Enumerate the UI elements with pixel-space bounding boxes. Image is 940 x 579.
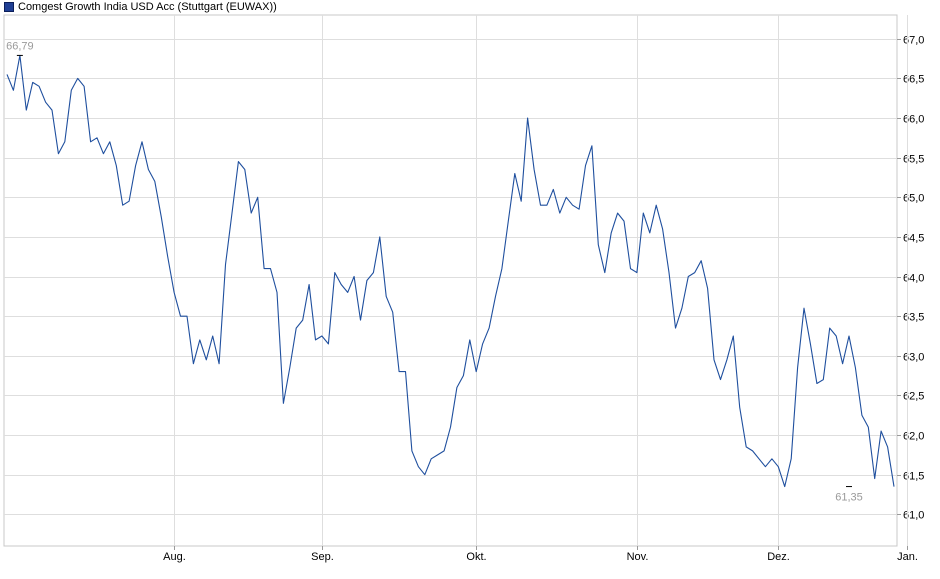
- y-tick-label: 61,5: [903, 471, 924, 483]
- y-tick-label: 67,0: [903, 35, 924, 47]
- annotation-label: 61,35: [835, 492, 863, 504]
- y-tick-label: 61,0: [903, 510, 924, 522]
- x-tick-label: Jan.: [897, 551, 918, 563]
- annotation-label: 66,79: [6, 40, 34, 52]
- y-tick-label: 62,0: [903, 431, 924, 443]
- x-tick-label: Sep.: [311, 551, 334, 563]
- chart-title: Comgest Growth India USD Acc (Stuttgart …: [18, 1, 277, 13]
- y-tick-label: 65,0: [903, 193, 924, 205]
- y-tick-label: 64,5: [903, 233, 924, 245]
- chart-legend: Comgest Growth India USD Acc (Stuttgart …: [4, 0, 277, 14]
- x-tick-label: Aug.: [163, 551, 186, 563]
- series-line: [6, 54, 895, 488]
- y-tick-label: 66,0: [903, 114, 924, 126]
- x-tick-label: Nov.: [627, 551, 649, 563]
- y-tick-label: 63,0: [903, 352, 924, 364]
- legend-swatch: [4, 2, 14, 12]
- y-tick-label: 63,5: [903, 312, 924, 324]
- y-tick-label: 62,5: [903, 391, 924, 403]
- y-tick-label: 66,5: [903, 74, 924, 86]
- y-tick-label: 65,5: [903, 154, 924, 166]
- y-tick-label: 64,0: [903, 273, 924, 285]
- x-tick-label: Okt.: [466, 551, 486, 563]
- x-tick-label: Dez.: [767, 551, 790, 563]
- plot-area: [3, 14, 898, 547]
